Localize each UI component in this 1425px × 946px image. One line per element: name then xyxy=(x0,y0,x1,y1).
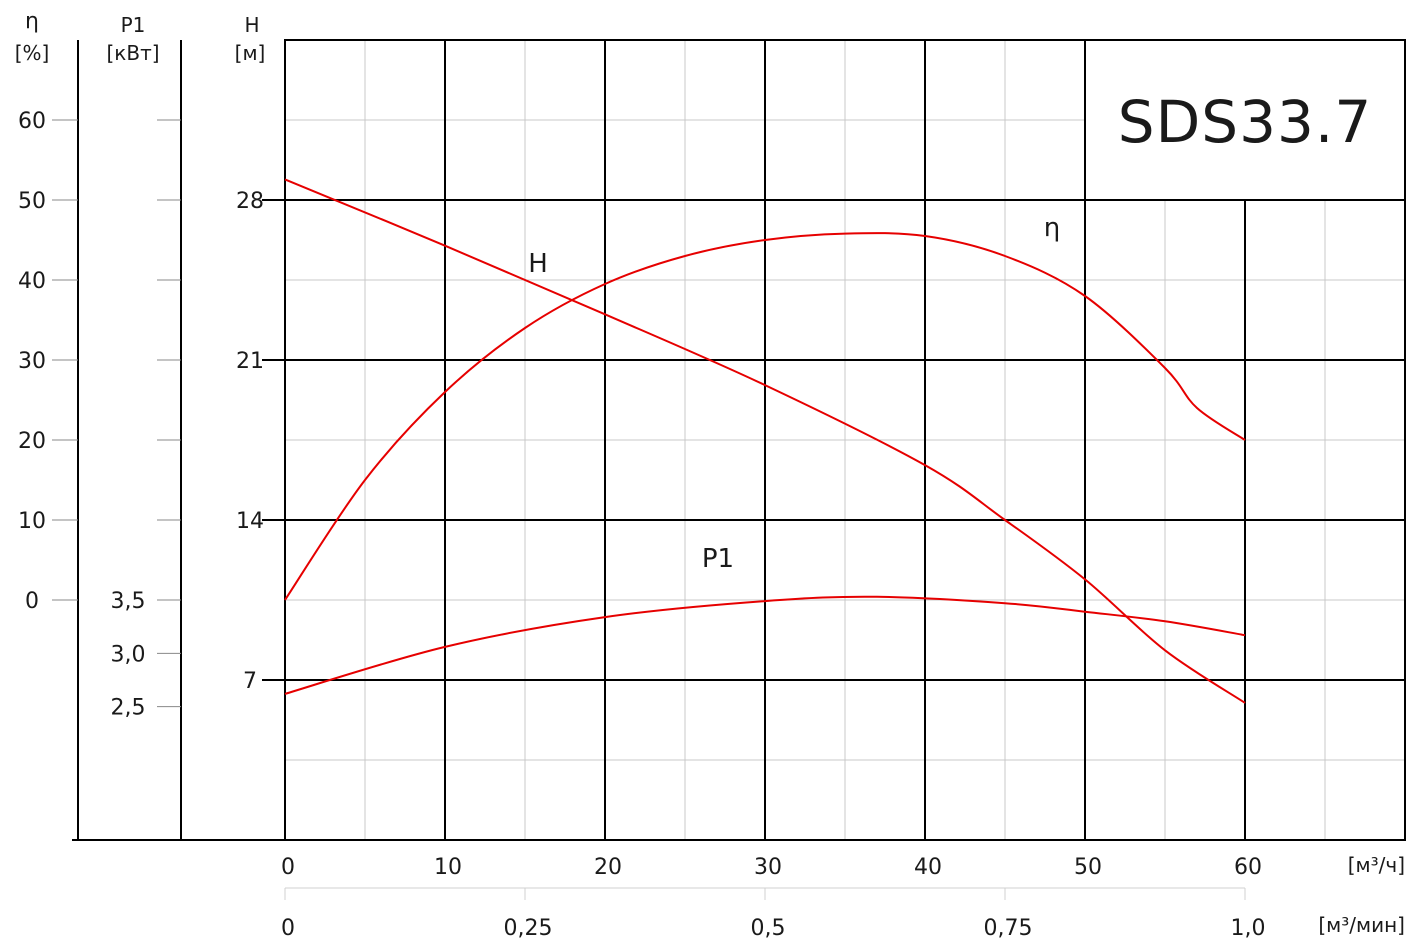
major-grid xyxy=(284,39,1406,841)
x2-tick-label: 0,75 xyxy=(984,916,1033,941)
x2-tick-label: 1,0 xyxy=(1231,916,1266,941)
model-box-bg xyxy=(1086,41,1404,199)
curve-p1 xyxy=(284,595,1246,695)
x2-tick-label: 0,5 xyxy=(751,916,786,941)
axis-lines xyxy=(52,40,1246,900)
eta-tick-label: 10 xyxy=(18,509,46,534)
eta-axis-unit: [%] xyxy=(15,41,50,65)
p1-tick-label: 3,0 xyxy=(111,642,146,667)
eta-tick-label: 40 xyxy=(18,269,46,294)
h-axis-symbol: H xyxy=(244,13,259,37)
curves xyxy=(284,178,1246,704)
x-tick-label: 50 xyxy=(1074,855,1102,880)
curve-label-eta: η xyxy=(1044,213,1060,243)
h-tick-label: 7 xyxy=(243,669,257,694)
labels: 60 50 40 30 20 10 0 3,5 3,0 2,5 28 21 14 7 η [%] P1 [кВт]… xyxy=(15,9,1405,941)
model-box: SDS33.7 xyxy=(1086,41,1404,199)
x-tick-label: 30 xyxy=(754,855,782,880)
x-tick-label: 60 xyxy=(1234,855,1262,880)
h-tick-label: 14 xyxy=(236,509,264,534)
curve-label-p1: P1 xyxy=(702,544,734,574)
x-tick-label: 10 xyxy=(434,855,462,880)
eta-tick-label: 60 xyxy=(18,109,46,134)
eta-tick-label: 0 xyxy=(25,589,39,614)
eta-tick-label: 30 xyxy=(18,349,46,374)
p1-axis-unit: [кВт] xyxy=(106,41,159,65)
p1-tick-label: 2,5 xyxy=(111,696,146,721)
x-axis-unit: [м³/ч] xyxy=(1348,853,1405,877)
curve-eta xyxy=(284,232,1246,601)
curve-h xyxy=(284,178,1246,704)
h-tick-label: 21 xyxy=(236,349,264,374)
eta-tick-label: 50 xyxy=(18,189,46,214)
model-title: SDS33.7 xyxy=(1118,88,1372,156)
eta-axis-symbol: η xyxy=(25,9,39,34)
eta-tick-label: 20 xyxy=(18,429,46,454)
x2-tick-label: 0,25 xyxy=(504,916,553,941)
plot-frame xyxy=(284,39,1406,841)
p1-axis-symbol: P1 xyxy=(121,13,146,37)
x-tick-label: 0 xyxy=(281,855,295,880)
x2-tick-label: 0 xyxy=(281,916,295,941)
h-axis-unit: [м] xyxy=(235,41,266,65)
x-tick-label: 40 xyxy=(914,855,942,880)
curve-label-h: H xyxy=(528,249,548,279)
p1-tick-label: 3,5 xyxy=(111,589,146,614)
x2-axis-unit: [м³/мин] xyxy=(1318,913,1405,937)
x-tick-label: 20 xyxy=(594,855,622,880)
h-tick-label: 28 xyxy=(236,189,264,214)
